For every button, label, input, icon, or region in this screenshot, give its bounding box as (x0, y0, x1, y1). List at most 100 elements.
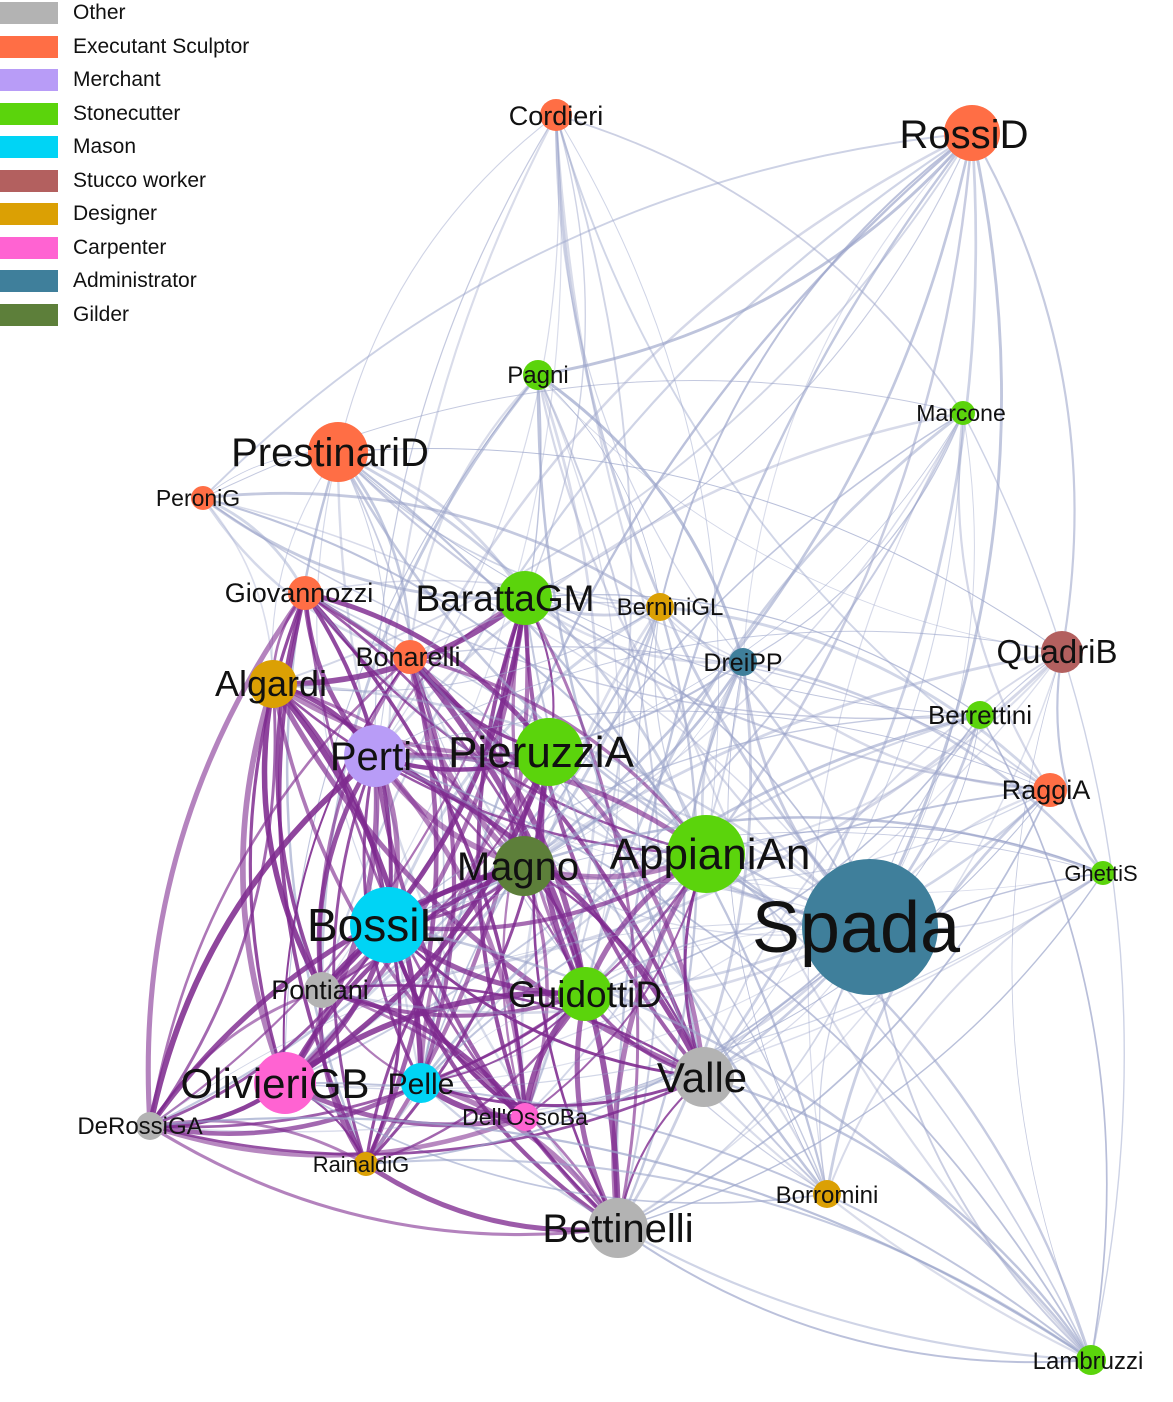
legend-item: Stonecutter (0, 101, 300, 127)
edge-Spada-Lambruzzi (869, 926, 1092, 1361)
edge-PeroniG-Algardi (202, 497, 274, 685)
edge-RossiD-QuadriB (971, 132, 1076, 653)
edge-Spada-Pelle (420, 926, 871, 1084)
node-label-PieruzziA: PieruzziA (448, 728, 634, 777)
edge-Algardi-AppianiAn (272, 683, 707, 856)
node-label-DellOssoBa: Dell'OssoBa (462, 1104, 588, 1130)
node-RainaldiG (354, 1152, 378, 1176)
node-Pagni (523, 360, 553, 390)
edge-Valle-Lambruzzi (703, 1075, 1092, 1361)
node-BarattaGM (498, 571, 552, 625)
edge-QuadriB-Perti (374, 630, 1063, 757)
node-Cordieri (540, 99, 572, 131)
legend-label: Other (73, 1, 126, 24)
edge-Pontiani-RainaldiG (318, 989, 368, 1166)
legend-label: Mason (73, 135, 137, 158)
node-Pontiani (304, 972, 340, 1008)
edge-Algardi-Magno (272, 682, 526, 867)
edge-DeRossiGA-DellOssoBa (149, 1114, 526, 1158)
edge-BarattaGM-Bettinelli (523, 597, 640, 1229)
edge-Spada-RossiD (868, 132, 1003, 928)
legend-label: Carpenter (73, 235, 167, 259)
edge-QuadriB-Lambruzzi (1011, 651, 1092, 1361)
edge-Cordieri-BarattaGM (524, 114, 586, 599)
edge-Cordieri-DreiPP (555, 114, 744, 663)
edge-DeRossiGA-Bettinelli (149, 1124, 619, 1237)
edge-Berrettini-BossiL (387, 714, 981, 926)
node-label-BerniniGL: BerniniGL (617, 594, 724, 621)
edge-Marcone-DreiPP (742, 412, 964, 663)
edge-Algardi-Pelle (270, 682, 424, 1084)
edge-Cordieri-Lambruzzi (554, 114, 1092, 1361)
node-label-QuadriB: QuadriB (996, 633, 1117, 670)
node-label-Berrettini: Berrettini (928, 700, 1032, 730)
legend-label: Stonecutter (73, 101, 181, 125)
legend-item: Stucco worker (0, 168, 300, 194)
edge-Spada-Giovannozzi (304, 592, 871, 929)
legend-swatch (0, 69, 58, 91)
edge-AppianiAn-GhettiS (705, 826, 1104, 874)
node-label-Perti: Perti (330, 735, 412, 779)
node-label-GhettiS: GhettiS (1064, 861, 1137, 886)
node-PieruzziA (515, 718, 583, 786)
edge-Cordieri-Marcone (555, 114, 964, 414)
edge-Bettinelli-Lambruzzi (617, 1227, 1092, 1364)
node-DreiPP (729, 648, 757, 676)
edge-PieruzziA-DellOssoBa (501, 751, 551, 1118)
edge-BossiL-DeRossiGA (149, 924, 390, 1128)
edge-Bonarelli-OlivieriGB (282, 656, 411, 1084)
edge-Spada-DeRossiGA (149, 923, 871, 1127)
edge-Spada-BarattaGM (524, 597, 871, 928)
edge-RossiD-Pelle (419, 132, 973, 1084)
node-label-DreiPP: DreiPP (703, 649, 782, 677)
node-OlivieriGB (254, 1052, 316, 1114)
edge-BerniniGL-BossiL (386, 605, 661, 926)
node-Magno (494, 836, 554, 896)
node-Borromini (813, 1180, 841, 1208)
node-label-PrestinariD: PrestinariD (231, 431, 429, 475)
node-BossiL (350, 887, 426, 963)
edge-GhettiS-Bettinelli (617, 872, 1104, 1229)
edge-RossiD-Perti (373, 131, 973, 757)
node-Algardi (249, 660, 297, 708)
edge-QuadriB-AppianiAn (705, 651, 1063, 856)
edge-Bonarelli-DeRossiGA (148, 656, 411, 1127)
edge-RainaldiG-Lambruzzi (365, 1158, 1092, 1361)
legend-item: Gilder (0, 302, 300, 328)
node-Spada (802, 859, 938, 995)
edge-Bonarelli-AppianiAn (409, 655, 708, 856)
legend-swatch (0, 102, 58, 125)
edge-Marcone-RaggiA (957, 412, 1051, 791)
legend-swatch (0, 236, 58, 259)
edge-PieruzziA-Pelle (419, 750, 551, 1084)
edge-OlivieriGB-Borromini (284, 1082, 828, 1204)
edge-Pontiani-Valle (321, 984, 705, 1079)
node-DeRossiGA (136, 1112, 164, 1140)
edge-RossiD-Valle (702, 132, 978, 1078)
legend-label: Administrator (73, 269, 197, 292)
edge-Spada-PeroniG (202, 497, 871, 928)
legend-swatch (0, 203, 58, 225)
edge-Magno-GhettiS (523, 816, 1104, 875)
edge-BerniniGL-RaggiA (659, 605, 1052, 792)
legend-swatch (0, 35, 58, 58)
edge-RossiD-BarattaGM (524, 132, 973, 599)
edge-BarattaGM-Berrettini (524, 594, 981, 716)
edge-GuidottiD-OlivieriGB (283, 990, 586, 1086)
node-Lambruzzi (1076, 1345, 1106, 1375)
edge-QuadriB-GhettiS (1056, 651, 1104, 874)
edge-PrestinariD-Pelle (337, 451, 445, 1084)
edge-RossiD-Pontiani (320, 132, 973, 991)
node-label-RaggiA: RaggiA (1002, 775, 1091, 805)
node-label-Bettinelli: Bettinelli (542, 1207, 693, 1251)
node-label-BossiL: BossiL (307, 899, 445, 951)
edge-PrestinariD-QuadriB (337, 447, 1063, 653)
edge-AppianiAn-Lambruzzi (705, 852, 1093, 1361)
edge-Algardi-Pontiani (261, 683, 325, 992)
edge-PrestinariD-Perti (337, 451, 388, 757)
legend-item: Other (0, 0, 300, 26)
edge-Spada-Perti (374, 754, 871, 928)
edge-PrestinariD-Algardi (271, 451, 339, 685)
edge-Magno-Valle (523, 864, 706, 1078)
node-QuadriB (1041, 631, 1083, 673)
